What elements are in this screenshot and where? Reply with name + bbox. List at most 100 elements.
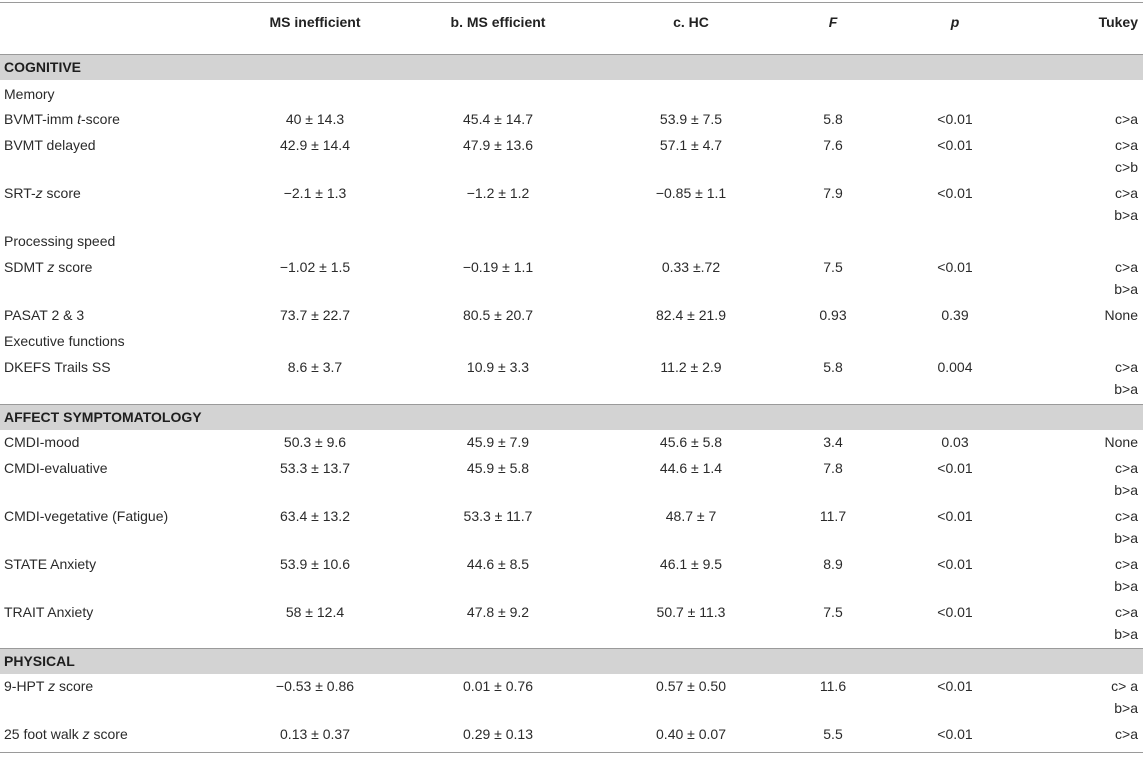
- value-ms-inefficient: 63.4 ± 13.2: [280, 508, 350, 524]
- value-ms-efficient: −1.2 ± 1.2: [466, 185, 530, 201]
- value-hc: 82.4 ± 21.9: [656, 307, 726, 323]
- value-f: 11.7: [819, 508, 847, 524]
- value-p: <0.01: [937, 460, 973, 476]
- subheading-label: Memory: [4, 86, 55, 102]
- value-hc: 45.6 ± 5.8: [659, 434, 723, 450]
- tukey-comparison: c>b: [1115, 159, 1138, 175]
- value-hc: −0.85 ± 1.1: [655, 185, 727, 201]
- tukey-comparison: c>a: [1115, 604, 1138, 620]
- row-label: DKEFS Trails SS: [4, 356, 111, 378]
- value-p: 0.03: [941, 434, 969, 450]
- value-f: 7.5: [823, 259, 843, 275]
- value-p: <0.01: [937, 111, 973, 127]
- value-p: <0.01: [937, 185, 973, 201]
- tukey-comparison: c>a: [1115, 460, 1138, 476]
- value-hc: 44.6 ± 1.4: [659, 460, 723, 476]
- value-ms-inefficient: 73.7 ± 22.7: [280, 307, 350, 323]
- row-label-text: STATE Anxiety: [4, 556, 97, 572]
- value-ms-efficient: 47.8 ± 9.2: [466, 604, 530, 620]
- row-label-text: 9-HPT: [4, 678, 49, 694]
- value-tukey: c>a b>a: [1060, 553, 1138, 597]
- value-tukey: c>a b>a: [1060, 182, 1138, 226]
- value-f: 8.9: [823, 556, 843, 572]
- header-tukey: Tukey: [1098, 14, 1138, 30]
- table-top-rule: [0, 2, 1143, 3]
- value-f: 0.93: [819, 307, 847, 323]
- value-ms-efficient: 80.5 ± 20.7: [463, 307, 533, 323]
- tukey-comparison: c>a: [1115, 111, 1138, 127]
- value-ms-inefficient: 53.3 ± 13.7: [280, 460, 350, 476]
- value-p: <0.01: [937, 604, 973, 620]
- tukey-comparison: b>a: [1114, 530, 1138, 546]
- value-tukey: c>a b>a: [1060, 601, 1138, 645]
- row-label-text: score: [55, 678, 94, 694]
- subheading-label: Executive functions: [4, 333, 125, 349]
- value-ms-efficient: 0.29 ± 0.13: [463, 726, 533, 742]
- value-f: 7.9: [823, 185, 843, 201]
- value-f: 5.8: [823, 111, 843, 127]
- value-hc: 0.40 ± 0.07: [656, 726, 726, 742]
- value-p: 0.39: [941, 307, 969, 323]
- row-label-text: score: [89, 726, 128, 742]
- section-physical: PHYSICAL: [0, 648, 1143, 674]
- tukey-comparison: c> a: [1111, 678, 1138, 694]
- value-ms-inefficient: 50.3 ± 9.6: [283, 434, 347, 450]
- value-f: 5.5: [823, 726, 843, 742]
- value-p: <0.01: [937, 137, 973, 153]
- value-f: 7.8: [823, 460, 843, 476]
- value-f: 11.6: [819, 678, 847, 694]
- value-tukey: c>a b>a: [1060, 256, 1138, 300]
- row-label: CMDI-vegetative (Fatigue): [4, 505, 168, 527]
- value-hc: 0.57 ± 0.50: [656, 678, 726, 694]
- row-label-text: score: [54, 259, 93, 275]
- header-f: F: [828, 14, 838, 30]
- row-label-text: -score: [81, 111, 120, 127]
- tukey-comparison: None: [1104, 434, 1138, 450]
- row-label: BVMT delayed: [4, 134, 96, 156]
- value-tukey: c>a: [1060, 108, 1138, 130]
- row-label: TRAIT Anxiety: [4, 601, 93, 623]
- value-tukey: c>a: [1060, 723, 1138, 745]
- value-hc: 48.7 ± 7: [665, 508, 717, 524]
- row-label-text: CMDI-mood: [4, 434, 80, 450]
- row-label: SDMT z score: [4, 256, 92, 278]
- row-label-italic: z: [82, 726, 90, 742]
- row-label: 9-HPT z score: [4, 675, 93, 697]
- tukey-comparison: c>a: [1115, 508, 1138, 524]
- row-label-italic: z: [47, 259, 55, 275]
- row-label-text: CMDI-evaluative: [4, 460, 108, 476]
- value-p: 0.004: [937, 359, 973, 375]
- row-label: 25 foot walk z score: [4, 723, 128, 745]
- tukey-comparison: b>a: [1114, 700, 1138, 716]
- value-ms-inefficient: −1.02 ± 1.5: [279, 259, 351, 275]
- tukey-comparison: b>a: [1114, 482, 1138, 498]
- value-ms-efficient: 0.01 ± 0.76: [463, 678, 533, 694]
- row-label-text: BVMT delayed: [4, 137, 96, 153]
- tukey-comparison: b>a: [1114, 207, 1138, 223]
- row-label-text: DKEFS Trails SS: [4, 359, 111, 375]
- row-label-italic: z: [48, 678, 56, 694]
- row-label: STATE Anxiety: [4, 553, 96, 575]
- section-title: AFFECT SYMPTOMATOLOGY: [4, 409, 202, 425]
- row-label: SRT-z score: [4, 182, 81, 204]
- value-hc: 57.1 ± 4.7: [659, 137, 723, 153]
- table-bottom-rule: [0, 752, 1143, 753]
- tukey-comparison: b>a: [1114, 281, 1138, 297]
- value-hc: 11.2 ± 2.9: [660, 359, 722, 375]
- value-ms-inefficient: −2.1 ± 1.3: [283, 185, 347, 201]
- value-tukey: c>a b>a: [1060, 356, 1138, 400]
- value-p: <0.01: [937, 726, 973, 742]
- row-label-text: PASAT 2 & 3: [4, 307, 85, 323]
- value-ms-efficient: 53.3 ± 11.7: [463, 508, 533, 524]
- row-label: PASAT 2 & 3: [4, 304, 84, 326]
- tukey-comparison: b>a: [1114, 381, 1138, 397]
- value-ms-efficient: 44.6 ± 8.5: [466, 556, 530, 572]
- value-ms-inefficient: 42.9 ± 14.4: [280, 137, 350, 153]
- value-p: <0.01: [937, 259, 973, 275]
- value-ms-efficient: 10.9 ± 3.3: [466, 359, 530, 375]
- section-title: COGNITIVE: [4, 59, 82, 75]
- value-ms-efficient: −0.19 ± 1.1: [462, 259, 534, 275]
- tukey-comparison: c>a: [1115, 185, 1138, 201]
- value-hc: 53.9 ± 7.5: [659, 111, 723, 127]
- row-label-italic: z: [35, 185, 43, 201]
